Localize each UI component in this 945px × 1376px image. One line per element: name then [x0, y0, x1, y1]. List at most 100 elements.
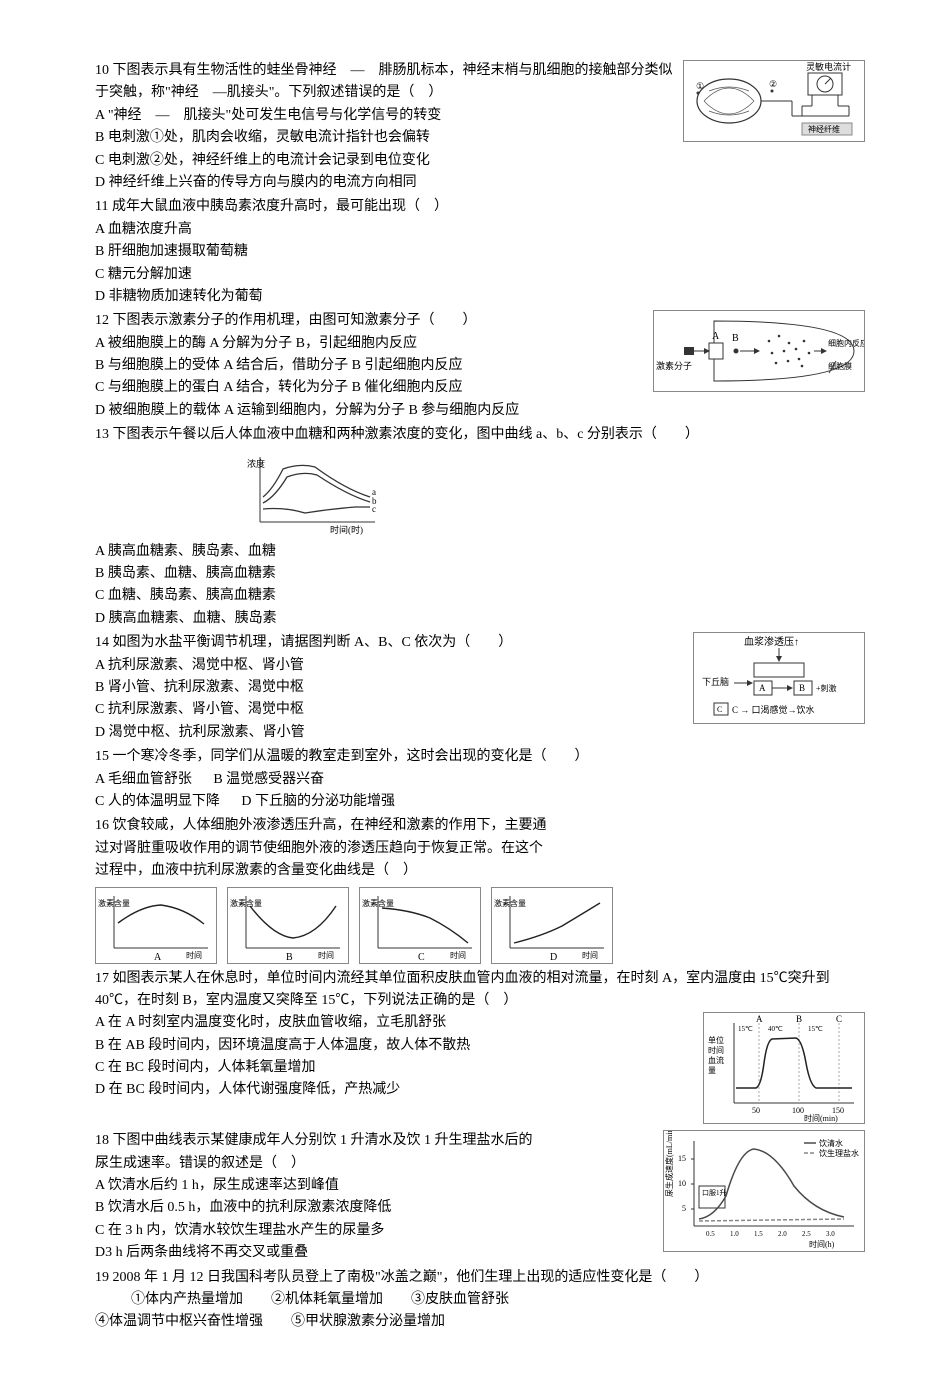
q18-legend2: 饮生理盐水 [819, 1148, 859, 1158]
svg-text:50: 50 [752, 1106, 760, 1115]
q13-xlabel: 时间(时) [330, 524, 363, 535]
q12-hormone-label: 激素分子 [656, 360, 692, 371]
q14-opt-d: D 渴觉中枢、抗利尿激素、肾小管 [95, 722, 865, 744]
q15-opt-b: B 温觉感受器兴奋 [213, 772, 324, 787]
svg-text:B: B [286, 952, 293, 963]
q13-ylabel: 浓度 [247, 458, 265, 469]
q15-opt-c: C 人的体温明显下降 [95, 794, 220, 809]
svg-text:C: C [418, 952, 425, 963]
svg-text:血流: 血流 [708, 1055, 724, 1065]
q13-label-c: c [372, 504, 376, 514]
q13-opt-b: B 胰岛素、血糖、胰高血糖素 [95, 563, 865, 585]
q14-left: 下丘脑 [702, 676, 729, 687]
q13-figure: a b c 浓度 时间(时) [245, 447, 385, 537]
q12-label-a: A [712, 331, 720, 342]
q10-meter-label: 灵敏电流计 [806, 61, 851, 72]
q16-stem2: 过对肾脏重吸收作用的调节使细胞外液的渗透压趋向于恢复正常。在这个 [95, 838, 865, 860]
q18-box: 口服1升 [702, 1188, 727, 1197]
q13-opt-a: A 胰高血糖素、胰岛素、血糖 [95, 541, 865, 563]
q16-fig-d: 激素含量 时间 D [491, 887, 613, 964]
q16-stem3: 过程中，血液中抗利尿激素的含量变化曲线是（ ） [95, 860, 865, 882]
q13-opt-c: C 血糖、胰岛素、胰高血糖素 [95, 585, 865, 607]
svg-text:C: C [717, 705, 722, 714]
q19-stem: 19 2008 年 1 月 12 日我国科考队员登上了南极"冰盖之巅"，他们生理… [95, 1267, 865, 1289]
svg-text:10: 10 [678, 1179, 686, 1188]
q17-stem: 17 如图表示某人在休息时，单位时间内流经其单位面积皮肤血管内血液的相对流量，在… [95, 968, 865, 1013]
q10-opt-d: D 神经纤维上兴奋的传导方向与膜内的电流方向相同 [95, 172, 865, 194]
q12-figure: A 激素分子 B 细胞内反应 细胞膜 [653, 310, 865, 392]
question-17: 17 如图表示某人在休息时，单位时间内流经其单位面积皮肤血管内血液的相对流量，在… [95, 968, 865, 1129]
q11-opt-b: B 肝细胞加速摄取葡萄糖 [95, 241, 865, 263]
q15-options-row2: C 人的体温明显下降 D 下丘脑的分泌功能增强 [95, 791, 865, 813]
q16-stem1: 16 饮食较咸，人体细胞外液渗透压升高，在神经和激素的作用下，主要通 [95, 815, 865, 837]
question-12: A 激素分子 B 细胞内反应 细胞膜 12 下图表示激素分子的作用机理，由图可知… [95, 310, 865, 422]
svg-text:5: 5 [682, 1204, 686, 1213]
q10-fiber-label: 神经纤维 [808, 124, 840, 134]
q16-fig-a: 激素含量 时间 A [95, 887, 217, 964]
q16-fig-c: 激素含量 时间 C [359, 887, 481, 964]
question-14: 血浆渗透压↑ 下丘脑 A B +刺激 C C → 口渴感觉→饮水 14 如图为水… [95, 632, 865, 744]
q19-line2: ①体内产热量增加 ②机体耗氧量增加 ③皮肤血管舒张 [95, 1289, 865, 1311]
q16-fig-b: 激素含量 时间 B [227, 887, 349, 964]
q18-figure: 5 10 15 尿生成速度(mL/min) 口服1升 饮清水 饮生理盐水 0.5… [663, 1130, 865, 1252]
q14-boxa: A [759, 683, 766, 693]
q12-reaction-label: 细胞内反应 [828, 338, 865, 348]
q17-figure: 单位 时间 血流 量 A B C 15℃ 40℃ 15℃ 50 100 150 … [703, 1012, 865, 1124]
q18-legend1: 饮清水 [819, 1138, 843, 1148]
svg-text:时间: 时间 [708, 1045, 724, 1055]
svg-text:3.0: 3.0 [826, 1230, 835, 1238]
svg-text:D: D [550, 952, 557, 963]
question-19: 19 2008 年 1 月 12 日我国科考队员登上了南极"冰盖之巅"，他们生理… [95, 1267, 865, 1334]
svg-text:时间: 时间 [318, 950, 334, 960]
svg-text:激素含量: 激素含量 [362, 898, 394, 908]
q10-mark1: ① [696, 81, 704, 91]
q11-opt-d: D 非糖物质加速转化为葡萄 [95, 286, 865, 308]
question-11: 11 成年大鼠血液中胰岛素浓度升高时，最可能出现（ ） A 血糖浓度升高 B 肝… [95, 196, 865, 308]
q14-figure: 血浆渗透压↑ 下丘脑 A B +刺激 C C → 口渴感觉→饮水 [693, 632, 865, 724]
q12-opt-d: D 被细胞膜上的载体 A 运输到细胞内，分解为分子 B 参与细胞内反应 [95, 400, 865, 422]
q17-xlabel: 时间(min) [804, 1113, 838, 1123]
svg-text:B: B [796, 1014, 802, 1024]
svg-text:15℃: 15℃ [808, 1025, 823, 1033]
svg-text:C: C [836, 1014, 842, 1024]
svg-text:激素含量: 激素含量 [230, 898, 262, 908]
q14-boxb: B [799, 683, 805, 693]
q13-stem: 13 下图表示午餐以后人体血液中血糖和两种激素浓度的变化，图中曲线 a、b、c … [95, 424, 865, 446]
q10-opt-c: C 电刺激②处，神经纤维上的电流计会记录到电位变化 [95, 150, 865, 172]
svg-text:A: A [756, 1014, 763, 1024]
svg-text:时间: 时间 [186, 950, 202, 960]
q18-ylabel: 尿生成速度(mL/min) [664, 1130, 674, 1197]
q14-bottom: C → 口渴感觉→饮水 [732, 704, 815, 715]
q12-label-b: B [732, 333, 739, 344]
svg-text:量: 量 [708, 1066, 716, 1075]
svg-text:2.0: 2.0 [778, 1230, 787, 1238]
q15-opt-d: D 下丘脑的分泌功能增强 [241, 794, 395, 809]
q17-ylabel: 单位 [708, 1035, 724, 1045]
svg-text:时间: 时间 [582, 950, 598, 960]
q14-top: 血浆渗透压↑ [744, 635, 799, 648]
svg-text:1.0: 1.0 [730, 1230, 739, 1238]
q14-stim: +刺激 [816, 683, 837, 693]
q11-opt-c: C 糖元分解加速 [95, 264, 865, 286]
q16-figure-row: 激素含量 时间 A 激素含量 时间 B 激素含量 时间 C 激素含量 时间 D [95, 887, 865, 964]
q18-xlabel: 时间(h) [809, 1239, 835, 1249]
q15-options-row1: A 毛细血管舒张 B 温觉感受器兴奋 [95, 769, 865, 791]
svg-text:A: A [154, 952, 162, 963]
svg-text:时间: 时间 [450, 950, 466, 960]
q11-opt-a: A 血糖浓度升高 [95, 219, 865, 241]
question-13: 13 下图表示午餐以后人体血液中血糖和两种激素浓度的变化，图中曲线 a、b、c … [95, 424, 865, 630]
q11-stem: 11 成年大鼠血液中胰岛素浓度升高时，最可能出现（ ） [95, 196, 865, 218]
q15-stem: 15 一个寒冷冬季，同学们从温暖的教室走到室外，这时会出现的变化是（ ） [95, 746, 865, 768]
svg-text:2.5: 2.5 [802, 1230, 811, 1238]
svg-text:15℃: 15℃ [738, 1025, 753, 1033]
svg-text:15: 15 [678, 1154, 686, 1163]
q10-mark2: ② [769, 79, 777, 89]
svg-text:激素含量: 激素含量 [494, 898, 526, 908]
svg-text:100: 100 [792, 1106, 804, 1115]
q13-opt-d: D 胰高血糖素、血糖、胰岛素 [95, 608, 865, 630]
question-18: 5 10 15 尿生成速度(mL/min) 口服1升 饮清水 饮生理盐水 0.5… [95, 1130, 865, 1264]
question-10: ① ② 灵敏电流计 神经纤维 10 下图表示具有生物活性的蛙坐骨神经 — 腓肠肌… [95, 60, 865, 194]
q15-opt-a: A 毛细血管舒张 [95, 772, 192, 787]
svg-text:激素含量: 激素含量 [98, 898, 130, 908]
svg-text:0.5: 0.5 [706, 1230, 715, 1238]
